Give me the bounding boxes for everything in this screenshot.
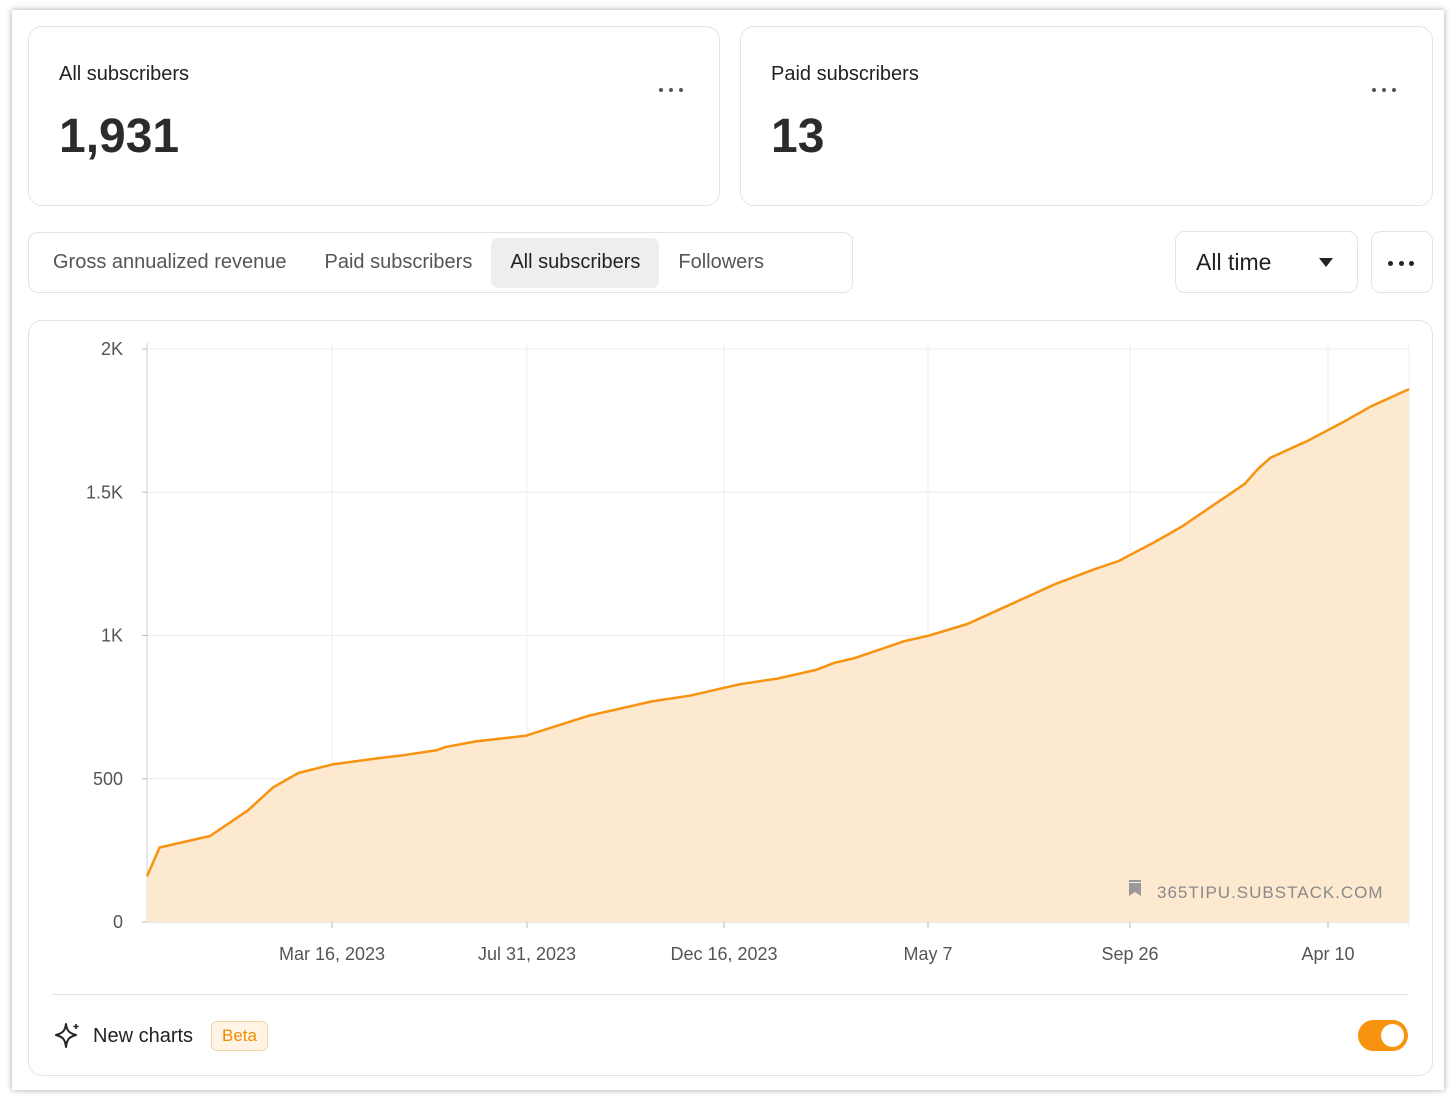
y-tick-label: 2K: [101, 339, 123, 359]
x-tick-label: Dec 16, 2023: [670, 944, 777, 964]
new-charts-label: New charts: [93, 1025, 194, 1047]
tab-gross-annualized-revenue[interactable]: Gross annualized revenue: [53, 251, 287, 273]
tab-all-subscribers[interactable]: All subscribers: [491, 237, 660, 288]
time-range-value: All time: [1196, 248, 1272, 275]
paid-subscribers-label: Paid subscribers: [771, 63, 919, 85]
y-tick-label: 0: [113, 912, 123, 932]
chart-series-line: [145, 387, 1410, 877]
all-subscribers-card: All subscribers 1,931: [28, 26, 720, 206]
x-tick-label: Jul 31, 2023: [478, 944, 576, 964]
chart-more-button[interactable]: [1371, 231, 1433, 293]
x-tick-label: Mar 16, 2023: [279, 944, 385, 964]
watermark-text: 365TIPU.SUBSTACK.COM: [1157, 883, 1384, 902]
footer-divider: [52, 994, 1408, 995]
paid-subscribers-more-icon[interactable]: [1372, 87, 1396, 93]
new-charts-toggle[interactable]: [1358, 1020, 1408, 1051]
caret-down-icon: [1319, 258, 1333, 267]
watermark: [1129, 880, 1141, 896]
subscribers-chart: 0 500 1K 1.5K 2K Mar 16, 2023 Jul 31, 2023 Dec…: [86, 339, 1410, 964]
tab-paid-subscribers[interactable]: Paid subscribers: [324, 251, 473, 273]
y-tick-label: 500: [93, 769, 123, 789]
tab-followers[interactable]: Followers: [678, 251, 764, 273]
paid-subscribers-value: 13: [771, 110, 825, 163]
chart-card: 0 500 1K 1.5K 2K Mar 16, 2023 Jul 31, 2023 Dec…: [28, 320, 1433, 1076]
all-subscribers-more-icon[interactable]: [659, 87, 683, 93]
y-tick-label: 1.5K: [86, 482, 123, 502]
beta-badge: Beta: [211, 1021, 268, 1051]
x-tick-label: Apr 10: [1301, 944, 1354, 964]
all-subscribers-value: 1,931: [59, 110, 180, 163]
time-range-select[interactable]: All time: [1175, 231, 1358, 293]
chart-area-fill: [147, 389, 1409, 923]
x-tick-label: Sep 26: [1101, 944, 1158, 964]
sparkle-icon: [55, 1023, 79, 1048]
all-subscribers-label: All subscribers: [59, 63, 190, 85]
y-tick-label: 1K: [101, 626, 123, 646]
bookmark-icon: [1129, 883, 1141, 896]
more-icon: [1388, 260, 1414, 266]
toggle-knob: [1381, 1024, 1404, 1047]
metric-tabs: Gross annualized revenue Paid subscriber…: [28, 232, 853, 293]
paid-subscribers-card: Paid subscribers 13: [740, 26, 1433, 206]
x-tick-label: May 7: [903, 944, 952, 964]
